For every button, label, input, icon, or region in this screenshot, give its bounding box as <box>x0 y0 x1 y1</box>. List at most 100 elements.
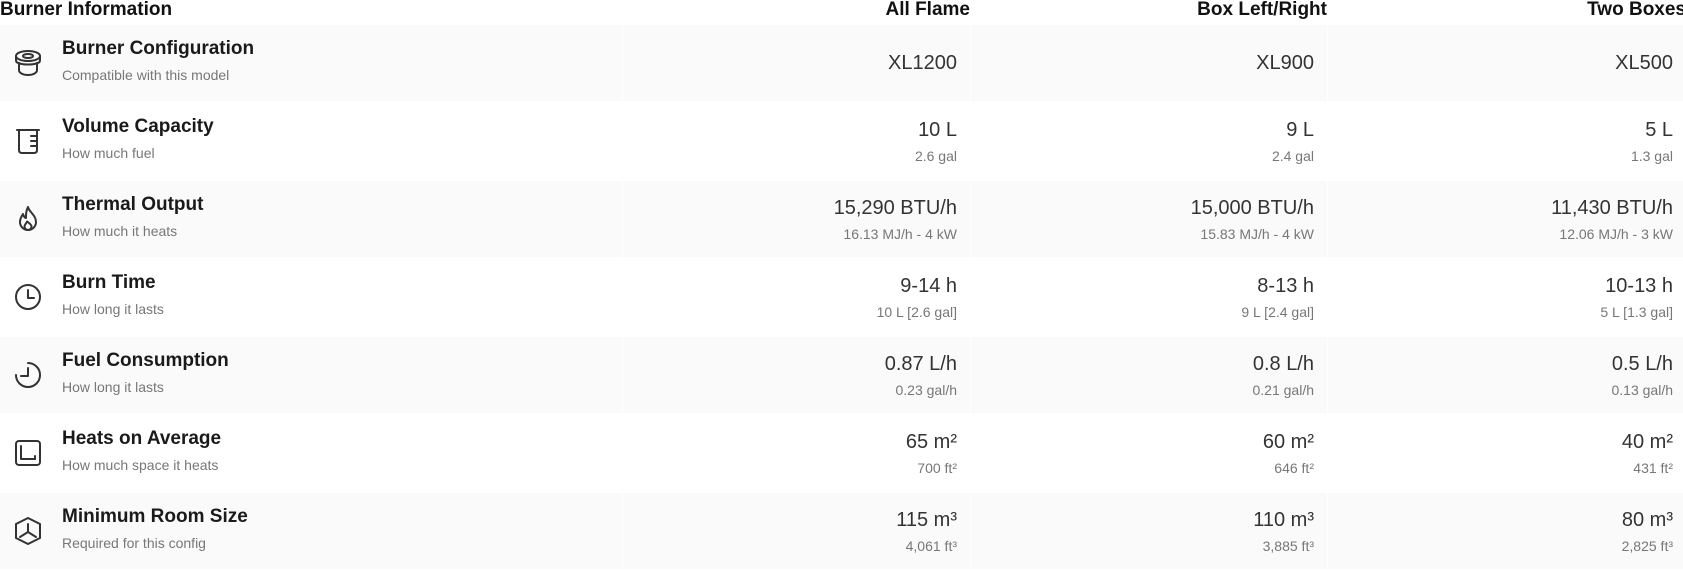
column-two-boxes: Two Boxes <box>1587 0 1683 20</box>
row-label: Fuel Consumption How long it lasts <box>0 337 622 413</box>
value-cell: 15,290 BTU/h 16.13 MJ/h - 4 kW <box>623 181 970 257</box>
value-cell: XL500 <box>1328 25 1683 101</box>
table-row: Fuel Consumption How long it lasts 0.87 … <box>0 337 1683 415</box>
row-subtitle: How long it lasts <box>62 378 164 395</box>
row-title: Burn Time <box>62 271 156 293</box>
value-cell: 0.5 L/h 0.13 gal/h <box>1328 337 1683 413</box>
row-subtitle: Compatible with this model <box>62 66 230 83</box>
beaker-icon <box>11 124 45 158</box>
row-subtitle: How much it heats <box>62 222 178 239</box>
value-main: XL1200 <box>888 51 957 74</box>
value-sub: 431 ft² <box>1633 459 1673 476</box>
value-cell: 8-13 h 9 L [2.4 gal] <box>971 259 1327 335</box>
value-main: XL900 <box>1256 51 1314 74</box>
value-sub: 0.13 gal/h <box>1611 381 1674 398</box>
row-label: Volume Capacity How much fuel <box>0 103 622 179</box>
row-title: Fuel Consumption <box>62 349 229 371</box>
row-subtitle: Required for this config <box>62 534 206 551</box>
value-main: 0.87 L/h <box>884 352 957 375</box>
value-main: 0.8 L/h <box>1252 352 1314 375</box>
value-sub: 16.13 MJ/h - 4 kW <box>843 225 957 242</box>
value-cell: 80 m³ 2,825 ft³ <box>1328 493 1683 569</box>
value-sub: 9 L [2.4 gal] <box>1241 303 1314 320</box>
value-cell: 10-13 h 5 L [1.3 gal] <box>1328 259 1683 335</box>
value-main: 5 L <box>1645 118 1673 141</box>
value-main: 15,000 BTU/h <box>1190 196 1314 219</box>
value-sub: 2.6 gal <box>914 147 957 164</box>
value-cell: 9 L 2.4 gal <box>971 103 1327 179</box>
burner-icon <box>11 46 45 80</box>
value-cell: 0.87 L/h 0.23 gal/h <box>623 337 970 413</box>
value-main: 15,290 BTU/h <box>833 196 957 219</box>
table-row: Heats on Average How much space it heats… <box>0 415 1683 493</box>
table-row: Minimum Room Size Required for this conf… <box>0 493 1683 571</box>
row-title: Minimum Room Size <box>62 505 248 527</box>
value-cell: XL900 <box>971 25 1327 101</box>
value-sub: 2.4 gal <box>1271 147 1314 164</box>
value-main: 10 L <box>918 118 957 141</box>
value-main: 8-13 h <box>1257 274 1314 297</box>
value-cell: 9-14 h 10 L [2.6 gal] <box>623 259 970 335</box>
row-subtitle: How much fuel <box>62 144 155 161</box>
value-sub: 4,061 ft³ <box>905 537 957 554</box>
flame-icon <box>11 202 45 236</box>
header-title: Burner Information <box>0 0 173 20</box>
value-cell: 115 m³ 4,061 ft³ <box>623 493 970 569</box>
value-sub: 700 ft² <box>917 459 957 476</box>
value-main: 0.5 L/h <box>1611 352 1673 375</box>
value-cell: 60 m² 646 ft² <box>971 415 1327 491</box>
value-cell: 110 m³ 3,885 ft³ <box>971 493 1327 569</box>
value-cell: 5 L 1.3 gal <box>1328 103 1683 179</box>
value-cell: 15,000 BTU/h 15.83 MJ/h - 4 kW <box>971 181 1327 257</box>
value-main: 115 m³ <box>896 508 957 531</box>
value-cell: 40 m² 431 ft² <box>1328 415 1683 491</box>
row-subtitle: How long it lasts <box>62 300 164 317</box>
column-box-left-right: Box Left/Right <box>1197 0 1327 20</box>
table-row: Thermal Output How much it heats 15,290 … <box>0 181 1683 259</box>
spec-table: Burner Configuration Compatible with thi… <box>0 25 1683 571</box>
row-title: Volume Capacity <box>62 115 214 137</box>
value-cell: 0.8 L/h 0.21 gal/h <box>971 337 1327 413</box>
value-sub: 10 L [2.6 gal] <box>876 303 957 320</box>
row-title: Thermal Output <box>62 193 204 215</box>
cube-icon <box>11 514 45 548</box>
value-cell: 65 m² 700 ft² <box>623 415 970 491</box>
value-sub: 0.21 gal/h <box>1252 381 1315 398</box>
value-sub: 0.23 gal/h <box>895 381 958 398</box>
value-main: 65 m² <box>905 430 957 453</box>
row-label: Burner Configuration Compatible with thi… <box>0 25 622 101</box>
table-row: Burner Configuration Compatible with thi… <box>0 25 1683 103</box>
value-main: 110 m³ <box>1253 508 1314 531</box>
row-label: Burn Time How long it lasts <box>0 259 622 335</box>
table-row: Burn Time How long it lasts 9-14 h 10 L … <box>0 259 1683 337</box>
partial-clock-icon <box>11 358 45 392</box>
value-sub: 3,885 ft³ <box>1262 537 1314 554</box>
table-row: Volume Capacity How much fuel 10 L 2.6 g… <box>0 103 1683 181</box>
row-title: Heats on Average <box>62 427 222 449</box>
value-main: 60 m² <box>1262 430 1314 453</box>
row-label: Heats on Average How much space it heats <box>0 415 622 491</box>
value-main: 9 L <box>1286 118 1314 141</box>
value-sub: 1.3 gal <box>1630 147 1673 164</box>
value-main: 10-13 h <box>1605 274 1673 297</box>
value-cell: XL1200 <box>623 25 970 101</box>
value-sub: 5 L [1.3 gal] <box>1600 303 1673 320</box>
value-cell: 11,430 BTU/h 12.06 MJ/h - 3 kW <box>1328 181 1683 257</box>
value-sub: 2,825 ft³ <box>1621 537 1673 554</box>
row-subtitle: How much space it heats <box>62 456 219 473</box>
value-sub: 12.06 MJ/h - 3 kW <box>1559 225 1673 242</box>
table-header: Burner Information All Flame Box Left/Ri… <box>0 0 1683 25</box>
row-title: Burner Configuration <box>62 37 255 59</box>
area-icon <box>11 436 45 470</box>
row-label: Thermal Output How much it heats <box>0 181 622 257</box>
value-main: 9-14 h <box>900 274 957 297</box>
value-main: 80 m³ <box>1621 508 1673 531</box>
column-all-flame: All Flame <box>885 0 970 20</box>
value-main: 11,430 BTU/h <box>1551 196 1673 219</box>
value-main: 40 m² <box>1621 430 1673 453</box>
clock-icon <box>11 280 45 314</box>
value-main: XL500 <box>1615 51 1673 74</box>
value-cell: 10 L 2.6 gal <box>623 103 970 179</box>
value-sub: 15.83 MJ/h - 4 kW <box>1200 225 1314 242</box>
value-sub: 646 ft² <box>1274 459 1314 476</box>
